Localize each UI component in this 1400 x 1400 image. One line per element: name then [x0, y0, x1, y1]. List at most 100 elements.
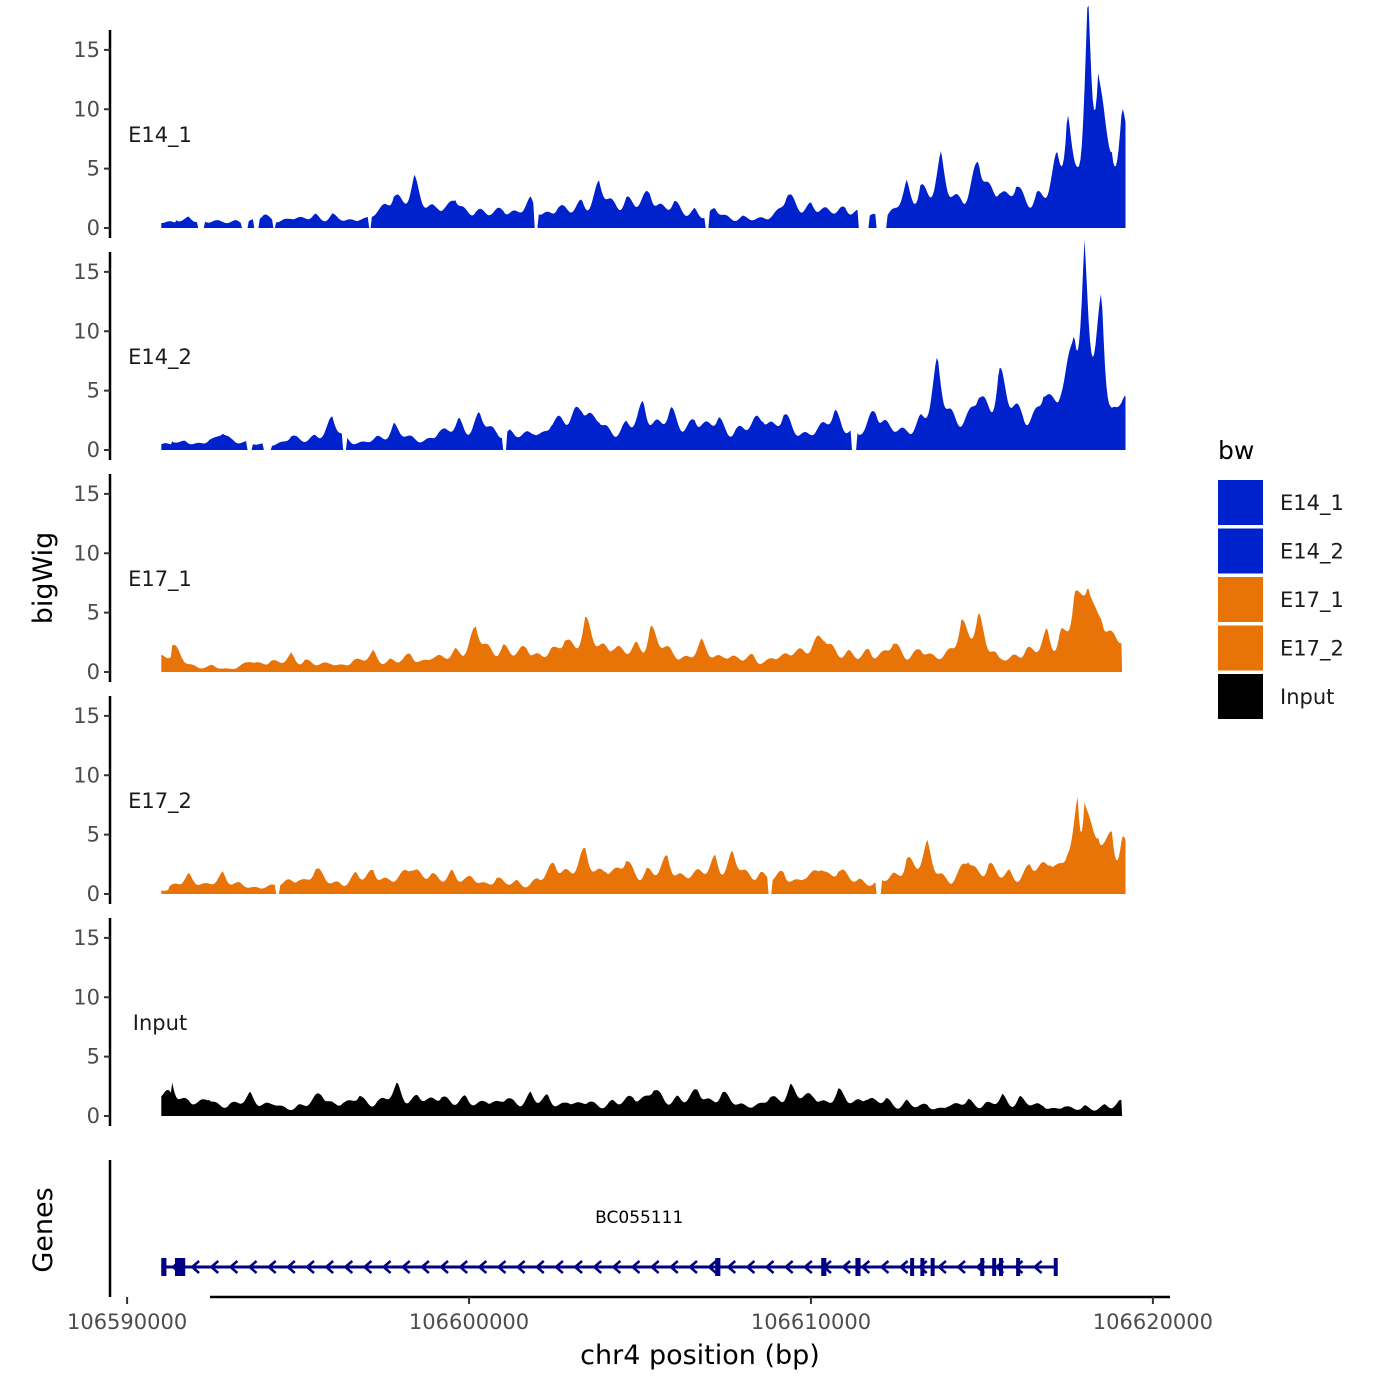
x-axis-title: chr4 position (bp): [580, 1340, 820, 1371]
y-tick-label: 5: [87, 823, 100, 847]
strand-arrow: [343, 1260, 354, 1274]
gene-exon: [930, 1258, 935, 1276]
strand-arrow: [707, 1260, 717, 1274]
y-tick-label: 10: [73, 985, 100, 1009]
strand-arrow: [917, 1260, 928, 1274]
signal-area-e14_2: [161, 239, 1126, 450]
strand-arrow: [1032, 1260, 1043, 1274]
gene-exon: [855, 1258, 861, 1276]
signal-area-e17_1: [161, 588, 1123, 672]
strand-arrow: [764, 1260, 775, 1274]
strand-arrow: [362, 1260, 373, 1274]
signal-tracks: 0 5 10 15 E14_1 0 5 10 15 E14_2 0 5 10 15 E17_1 0 5 10 15 E…: [73, 5, 1126, 1128]
x-tick-label: 106600000: [409, 1310, 529, 1334]
x-tick-label: 106590000: [67, 1310, 187, 1334]
y-tick-label: 15: [73, 704, 100, 728]
strand-arrow: [477, 1260, 488, 1274]
track-e17_1: 0 5 10 15 E17_1: [73, 474, 1123, 684]
strand-arrow: [515, 1260, 526, 1274]
gene-exon: [161, 1258, 167, 1276]
strand-arrow: [726, 1260, 737, 1274]
genes-axis-title: Genes: [28, 1187, 59, 1272]
track-label: Input: [133, 1011, 187, 1035]
track-e14_2: 0 5 10 15 E14_2: [73, 239, 1126, 462]
track-label: E17_1: [128, 567, 192, 592]
strand-arrow: [228, 1260, 239, 1274]
gene-exon: [1016, 1258, 1021, 1276]
gene-exon: [1053, 1258, 1058, 1276]
strand-arrow: [285, 1260, 296, 1274]
y-tick-label: 0: [87, 1104, 100, 1128]
strand-arrow: [860, 1260, 871, 1274]
strand-arrow: [592, 1260, 603, 1274]
strand-arrow: [247, 1260, 258, 1274]
y-axis-title: bigWig: [28, 532, 59, 625]
strand-arrow: [324, 1260, 334, 1274]
legend-swatch-e17_2: [1218, 625, 1263, 671]
gene-track: BC055111: [108, 1160, 1058, 1297]
strand-arrow: [956, 1260, 966, 1274]
legend-label-input: Input: [1280, 685, 1334, 709]
strand-arrow: [649, 1260, 660, 1274]
strand-arrow: [190, 1260, 200, 1274]
legend-label-e17_2: E17_2: [1280, 637, 1344, 662]
strand-arrow: [1013, 1260, 1024, 1274]
strand-arrow: [802, 1260, 813, 1274]
strand-arrow: [305, 1260, 315, 1274]
y-tick-label: 5: [87, 379, 100, 403]
strand-arrow: [381, 1260, 392, 1274]
y-tick-label: 15: [73, 38, 100, 62]
track-e17_2: 0 5 10 15 E17_2: [73, 696, 1126, 906]
strand-arrow: [783, 1260, 794, 1274]
track-input: 0 5 10 15 Input: [73, 918, 1123, 1128]
y-tick-label: 10: [73, 97, 100, 121]
track-label: E14_2: [128, 345, 192, 370]
strand-arrow: [611, 1260, 622, 1274]
legend-swatch-input: [1218, 674, 1263, 719]
strand-arrow: [573, 1260, 583, 1274]
y-tick-label: 10: [73, 319, 100, 343]
y-tick-label: 0: [87, 882, 100, 906]
gene-exon: [174, 1258, 186, 1276]
legend-label-e14_2: E14_2: [1280, 540, 1344, 565]
strand-arrow: [209, 1260, 220, 1274]
y-tick-label: 0: [87, 660, 100, 684]
y-tick-label: 0: [87, 216, 100, 240]
y-tick-label: 15: [73, 482, 100, 506]
track-e14_1: 0 5 10 15 E14_1: [73, 5, 1126, 240]
strand-arrow: [266, 1260, 277, 1274]
signal-area-e14_1: [161, 5, 1126, 228]
track-label: E17_2: [128, 789, 192, 814]
y-tick-label: 5: [87, 1045, 100, 1069]
gene-exon: [992, 1258, 997, 1276]
y-tick-label: 10: [73, 541, 100, 565]
x-tick-label: 106610000: [751, 1310, 871, 1334]
y-tick-label: 0: [87, 438, 100, 462]
strand-arrow: [668, 1260, 679, 1274]
gene-name-label: BC055111: [595, 1208, 683, 1228]
legend-label-e14_1: E14_1: [1280, 491, 1344, 516]
x-axis: 106590000 106600000 106610000 106620000: [67, 1295, 1213, 1334]
legend-title: bw: [1218, 436, 1254, 465]
legend-swatch-e14_1: [1218, 480, 1263, 525]
y-tick-label: 5: [87, 601, 100, 625]
strand-arrow: [936, 1260, 947, 1274]
gene-exon: [920, 1258, 925, 1276]
signal-area-input: [161, 1082, 1123, 1116]
legend-label-e17_1: E17_1: [1280, 588, 1344, 613]
strand-arrow: [439, 1260, 449, 1274]
strand-arrow: [458, 1260, 469, 1274]
legend-swatch-e17_1: [1218, 577, 1263, 622]
strand-arrow: [745, 1260, 756, 1274]
gene-exon: [999, 1258, 1004, 1276]
y-tick-label: 5: [87, 157, 100, 181]
y-tick-label: 15: [73, 926, 100, 950]
gene-exon: [980, 1258, 985, 1276]
gene-exon: [715, 1258, 721, 1276]
legend-swatch-e14_2: [1218, 528, 1263, 574]
strand-arrow: [534, 1260, 545, 1274]
gene-exon: [821, 1258, 827, 1276]
strand-arrow: [688, 1260, 698, 1274]
y-tick-label: 10: [73, 763, 100, 787]
